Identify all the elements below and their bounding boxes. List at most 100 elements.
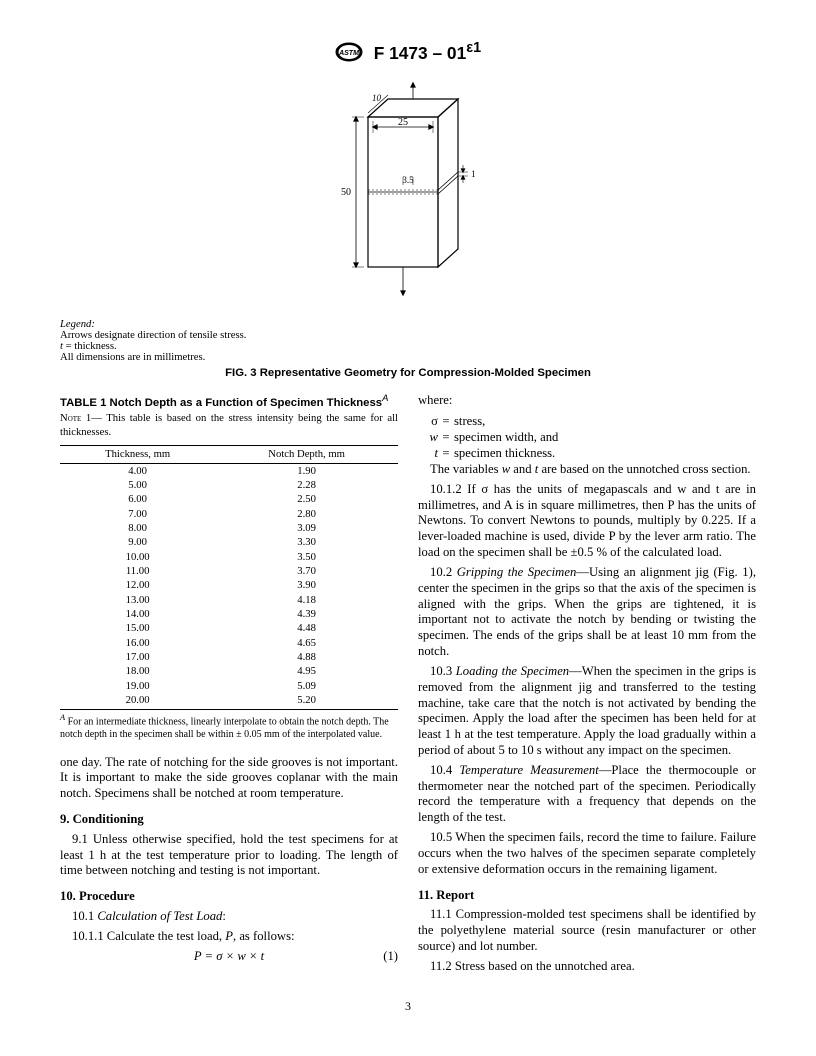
table-cell: 4.48 bbox=[215, 622, 398, 636]
table-cell: 5.00 bbox=[60, 478, 215, 492]
legend-title: Legend: bbox=[60, 319, 95, 330]
paragraph-one-day: one day. The rate of notching for the si… bbox=[60, 755, 398, 802]
legend-line-2: = thickness. bbox=[63, 341, 117, 352]
table-cell: 3.09 bbox=[215, 521, 398, 535]
table-cell: 7.00 bbox=[60, 507, 215, 521]
table-cell: 3.50 bbox=[215, 550, 398, 564]
table-cell: 8.00 bbox=[60, 521, 215, 535]
designation-superscript: ε1 bbox=[466, 40, 481, 56]
svg-text:ASTM: ASTM bbox=[338, 50, 359, 57]
table-cell: 20.00 bbox=[60, 693, 215, 709]
figure-caption: FIG. 3 Representative Geometry for Compr… bbox=[60, 367, 756, 379]
paragraph-variables: The variables w and t are based on the u… bbox=[418, 462, 756, 478]
legend-line-3: All dimensions are in millimetres. bbox=[60, 352, 205, 363]
table-row: 8.003.09 bbox=[60, 521, 398, 535]
note-label: Note bbox=[60, 413, 81, 424]
table-note: Note 1— This table is based on the stres… bbox=[60, 412, 398, 439]
paragraph-10-5: 10.5 When the specimen fails, record the… bbox=[418, 830, 756, 877]
table-cell: 18.00 bbox=[60, 665, 215, 679]
table-cell: 3.30 bbox=[215, 536, 398, 550]
table-row: 9.003.30 bbox=[60, 536, 398, 550]
page-number: 3 bbox=[60, 999, 756, 1014]
def-w: w=specimen width, and bbox=[418, 429, 756, 445]
table-row: 5.002.28 bbox=[60, 478, 398, 492]
heading-11: 11. Report bbox=[418, 888, 756, 904]
def-t: t=specimen thickness. bbox=[418, 445, 756, 461]
definition-list: σ=stress, w=specimen width, and t=specim… bbox=[418, 413, 756, 462]
table-cell: 4.00 bbox=[60, 464, 215, 479]
table-cell: 2.50 bbox=[215, 493, 398, 507]
astm-logo: ASTM bbox=[335, 42, 363, 67]
paragraph-10-2: 10.2 Gripping the Specimen—Using an alig… bbox=[418, 565, 756, 660]
table-cell: 14.00 bbox=[60, 607, 215, 621]
table-cell: 3.70 bbox=[215, 564, 398, 578]
paragraph-9-1: 9.1 Unless otherwise specified, hold the… bbox=[60, 832, 398, 879]
table-row: 6.002.50 bbox=[60, 493, 398, 507]
table-cell: 3.90 bbox=[215, 579, 398, 593]
table-cell: 12.00 bbox=[60, 579, 215, 593]
svg-text:50: 50 bbox=[341, 187, 351, 198]
svg-text:3.5: 3.5 bbox=[402, 175, 414, 185]
table-cell: 5.09 bbox=[215, 679, 398, 693]
table-cell: 11.00 bbox=[60, 564, 215, 578]
table-col-1: Thickness, mm bbox=[60, 446, 215, 464]
table-cell: 4.95 bbox=[215, 665, 398, 679]
table-title-footnote-mark: A bbox=[382, 393, 388, 404]
footnote-text: For an intermediate thickness, linearly … bbox=[60, 717, 389, 740]
table-row: 4.001.90 bbox=[60, 464, 398, 479]
table-1: Thickness, mm Notch Depth, mm 4.001.905.… bbox=[60, 445, 398, 710]
legend-line-1: Arrows designate direction of tensile st… bbox=[60, 330, 246, 341]
table-cell: 17.00 bbox=[60, 650, 215, 664]
svg-text:1: 1 bbox=[471, 169, 476, 179]
table-cell: 4.39 bbox=[215, 607, 398, 621]
table-row: 11.003.70 bbox=[60, 564, 398, 578]
table-row: 10.003.50 bbox=[60, 550, 398, 564]
paragraph-11-1: 11.1 Compression-molded test specimens s… bbox=[418, 907, 756, 954]
table-col-2: Notch Depth, mm bbox=[215, 446, 398, 464]
table-cell: 9.00 bbox=[60, 536, 215, 550]
table-cell: 4.65 bbox=[215, 636, 398, 650]
table-cell: 13.00 bbox=[60, 593, 215, 607]
table-cell: 2.80 bbox=[215, 507, 398, 521]
paragraph-10-1: 10.1 Calculation of Test Load: bbox=[60, 909, 398, 925]
paragraph-10-3: 10.3 Loading the Specimen—When the speci… bbox=[418, 664, 756, 759]
table-row: 19.005.09 bbox=[60, 679, 398, 693]
table-cell: 10.00 bbox=[60, 550, 215, 564]
table-row: 13.004.18 bbox=[60, 593, 398, 607]
table-cell: 16.00 bbox=[60, 636, 215, 650]
table-number: TABLE 1 bbox=[60, 396, 110, 408]
paragraph-11-2: 11.2 Stress based on the unnotched area. bbox=[418, 959, 756, 975]
paragraph-10-4: 10.4 Temperature Measurement—Place the t… bbox=[418, 763, 756, 826]
table-row: 17.004.88 bbox=[60, 650, 398, 664]
table-row: 16.004.65 bbox=[60, 636, 398, 650]
heading-9: 9. Conditioning bbox=[60, 812, 398, 828]
table-cell: 6.00 bbox=[60, 493, 215, 507]
table-cell: 4.18 bbox=[215, 593, 398, 607]
note-text: This table is based on the stress intens… bbox=[60, 413, 398, 437]
svg-text:10: 10 bbox=[372, 93, 382, 103]
table-row: 18.004.95 bbox=[60, 665, 398, 679]
table-cell: 15.00 bbox=[60, 622, 215, 636]
table-row: 7.002.80 bbox=[60, 507, 398, 521]
table-row: 14.004.39 bbox=[60, 607, 398, 621]
designation-text: F 1473 – 01 bbox=[374, 43, 467, 63]
table-cell: 19.00 bbox=[60, 679, 215, 693]
equation-body: P = σ × w × t bbox=[194, 949, 264, 963]
standard-header: ASTM F 1473 – 01ε1 bbox=[60, 40, 756, 67]
table-row: 12.003.90 bbox=[60, 579, 398, 593]
equation-number: (1) bbox=[383, 949, 398, 964]
table-cell: 2.28 bbox=[215, 478, 398, 492]
figure-3: 25 50 3.5 1 10 bbox=[60, 77, 756, 311]
paragraph-10-1-2: 10.1.2 If σ has the units of megapascals… bbox=[418, 482, 756, 561]
table-footnote: A For an intermediate thickness, linearl… bbox=[60, 713, 398, 740]
table-1-title: TABLE 1 Notch Depth as a Function of Spe… bbox=[60, 393, 398, 409]
figure-legend: Legend: Arrows designate direction of te… bbox=[60, 319, 756, 363]
equation-1: P = σ × w × t (1) bbox=[60, 949, 398, 964]
svg-text:25: 25 bbox=[398, 117, 408, 128]
table-cell: 1.90 bbox=[215, 464, 398, 479]
def-sigma: σ=stress, bbox=[418, 413, 756, 429]
paragraph-10-1-1: 10.1.1 Calculate the test load, P, as fo… bbox=[60, 929, 398, 945]
table-row: 15.004.48 bbox=[60, 622, 398, 636]
table-row: 20.005.20 bbox=[60, 693, 398, 709]
table-title-text: Notch Depth as a Function of Specimen Th… bbox=[110, 396, 383, 408]
